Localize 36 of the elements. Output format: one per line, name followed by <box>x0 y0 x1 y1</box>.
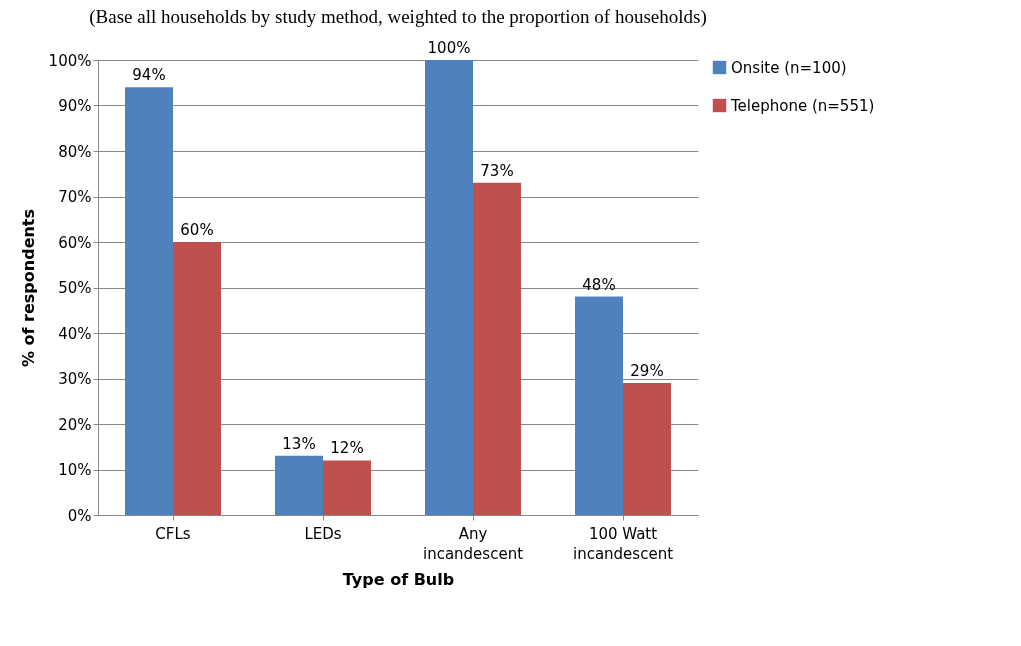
data-label: 12% <box>330 439 364 458</box>
x-tick-label: CFLs <box>155 524 191 543</box>
y-axis-title: % of respondents <box>18 208 38 368</box>
data-label: 73% <box>480 161 514 180</box>
x-tick-label: Any incandescent <box>422 524 524 563</box>
chart-title: (Base all households by study method, weighted to the proportion of households) <box>89 6 707 28</box>
y-tick-label: 80% <box>58 142 92 161</box>
bar <box>473 182 521 515</box>
data-label: 94% <box>132 66 166 85</box>
y-tick-label: 10% <box>58 461 92 479</box>
y-tick-label: 70% <box>58 188 92 206</box>
y-tick-label: 40% <box>58 324 92 343</box>
legend-label: Telephone (n=551) <box>730 96 875 115</box>
x-tick-label: 100 Watt incandescent <box>572 524 674 563</box>
x-tick-label: LEDs <box>304 524 342 543</box>
bar <box>575 296 623 515</box>
y-tick-label: 30% <box>58 370 92 388</box>
y-tick-label: 100% <box>48 51 92 70</box>
bar <box>323 460 371 515</box>
y-tick-label: 90% <box>58 97 92 115</box>
legend-label: Onsite (n=100) <box>731 58 847 77</box>
data-label: 60% <box>180 221 214 239</box>
data-label: 48% <box>582 275 616 294</box>
y-tick-label: 20% <box>58 415 92 434</box>
data-label: 29% <box>630 362 664 381</box>
y-tick-label: 50% <box>58 279 92 297</box>
bar <box>125 87 173 515</box>
data-label: 100% <box>427 39 471 57</box>
data-label: 13% <box>282 434 316 453</box>
y-tick-label: 60% <box>58 233 92 252</box>
x-axis-title: Type of Bulb <box>342 569 455 589</box>
bar <box>275 455 323 515</box>
bar <box>623 383 671 515</box>
bar <box>425 60 473 515</box>
y-tick-label: 0% <box>67 506 92 525</box>
bar <box>173 242 221 515</box>
